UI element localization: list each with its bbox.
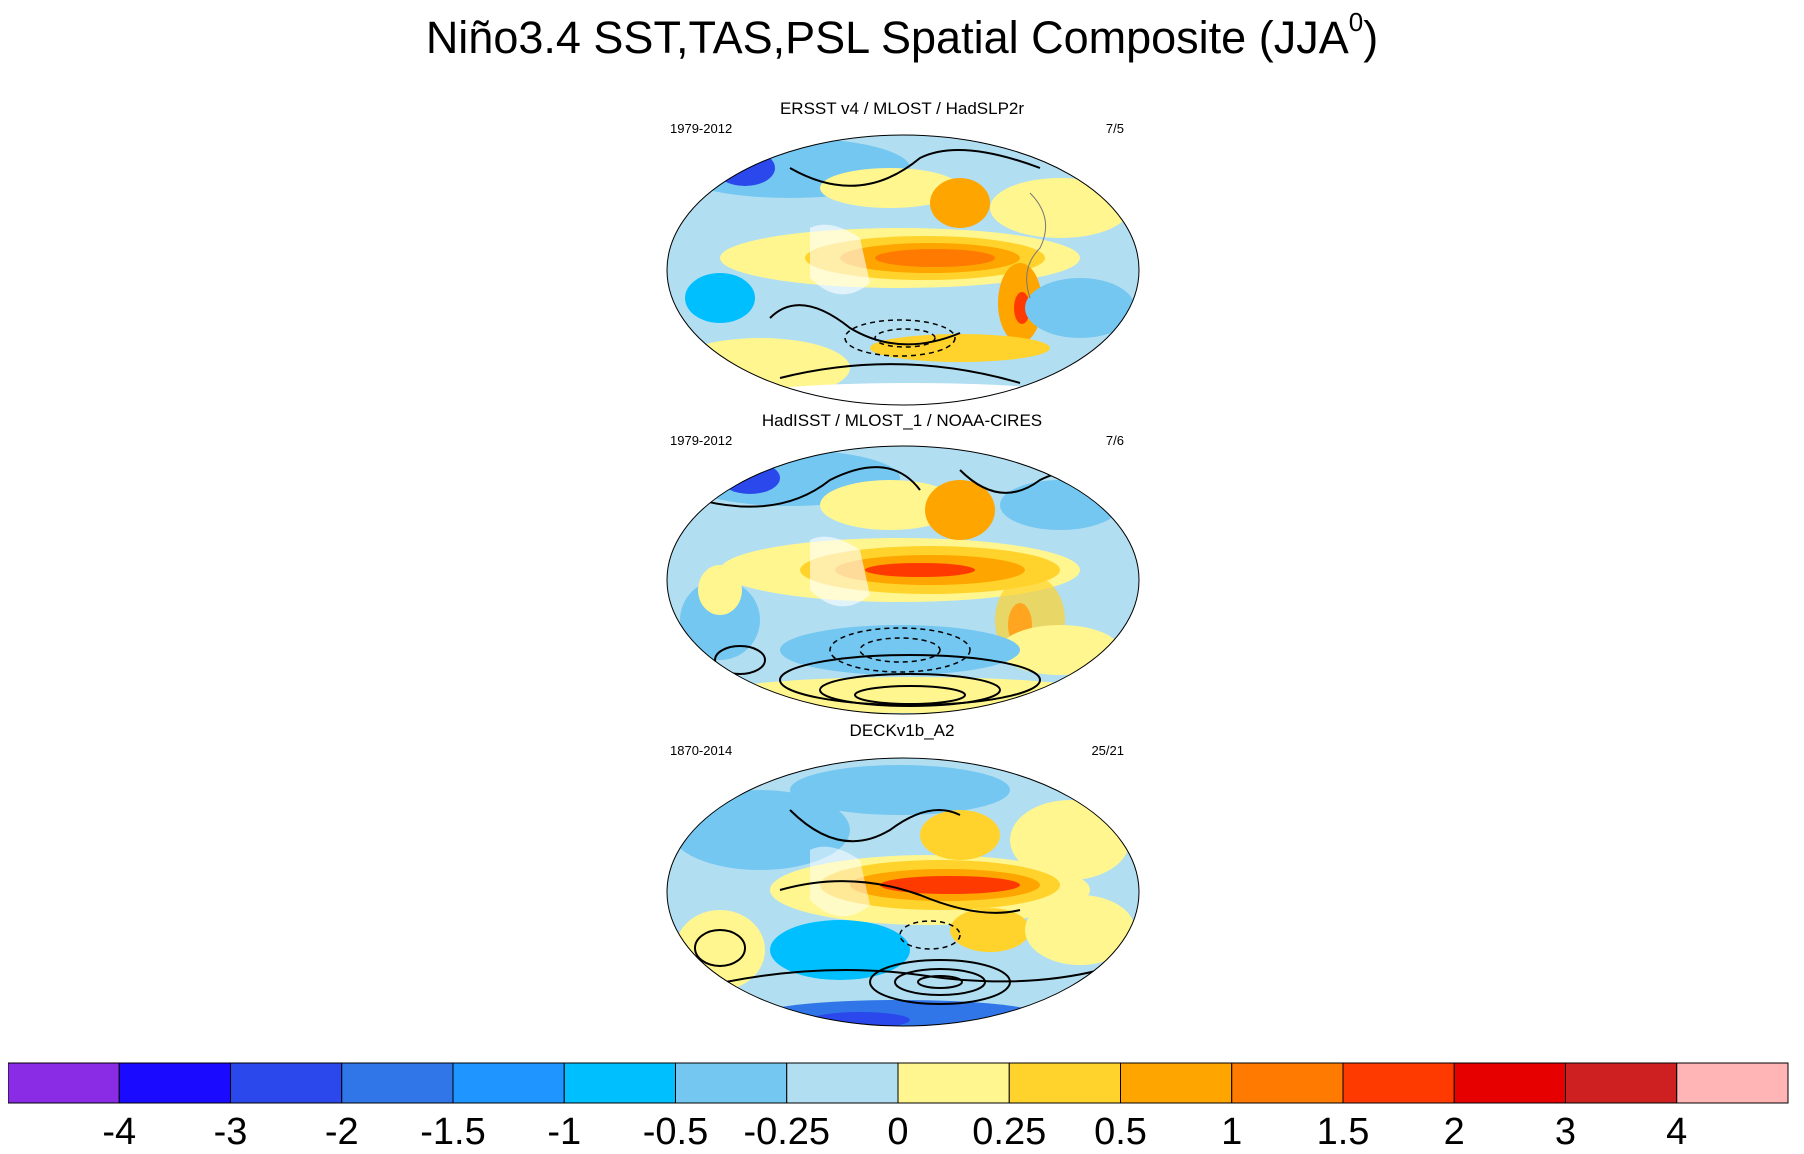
colorbar	[8, 1062, 1789, 1104]
colorbar-tick-label: 2	[1443, 1111, 1465, 1153]
colorbar-tick-label: -2	[324, 1111, 359, 1153]
panel-count: 7/6	[1105, 433, 1124, 448]
panel-period: 1870-2014	[670, 743, 733, 758]
globe-map-1	[666, 134, 1140, 406]
colorbar-swatch	[230, 1062, 343, 1104]
colorbar-swatch	[1120, 1062, 1233, 1104]
globe-map-3	[666, 757, 1140, 1027]
colorbar-swatch	[563, 1062, 676, 1104]
colorbar-tick-label: -1.5	[420, 1111, 486, 1153]
globe-map-2	[666, 445, 1140, 715]
panel-title: DECKv1b_A2	[849, 721, 955, 740]
colorbar-swatch	[786, 1062, 899, 1104]
colorbar-tick-label: 4	[1666, 1111, 1688, 1153]
colorbar-tick-label: 1.5	[1316, 1111, 1370, 1153]
map-panel-1: ERSST v4 / MLOST / HadSLP2r 1979-2012 7/…	[660, 98, 1144, 408]
colorbar-swatch	[675, 1062, 788, 1104]
colorbar-tick-label: -1	[547, 1111, 582, 1153]
colorbar-swatch	[1342, 1062, 1455, 1104]
colorbar-swatch	[897, 1062, 1010, 1104]
panel-count: 7/5	[1105, 121, 1124, 136]
panel-period: 1979-2012	[670, 121, 733, 136]
colorbar-tick-label: -0.5	[642, 1111, 709, 1153]
panel-title: ERSST v4 / MLOST / HadSLP2r	[779, 99, 1025, 118]
panel-title: HadISST / MLOST_1 / NOAA-CIRES	[761, 411, 1043, 430]
colorbar-tick-label: 3	[1554, 1111, 1577, 1153]
colorbar-tick-label: 1	[1221, 1111, 1243, 1153]
colorbar-swatch	[118, 1062, 231, 1104]
colorbar-swatch	[1231, 1062, 1344, 1104]
map-panel-3: DECKv1b_A2 1870-2014 25/21	[660, 720, 1144, 1040]
panel-count: 25/21	[1091, 743, 1124, 758]
colorbar-tick-label: -4	[102, 1111, 137, 1153]
colorbar-tick-label: 0	[887, 1111, 909, 1153]
colorbar-tick-label: 0.5	[1094, 1111, 1147, 1153]
colorbar-tick-label: -0.25	[743, 1111, 831, 1153]
colorbar-swatch	[1008, 1062, 1121, 1104]
colorbar-tick-label: -3	[213, 1111, 248, 1153]
colorbar-swatch	[8, 1062, 120, 1104]
colorbar-swatch	[1453, 1062, 1566, 1104]
colorbar-tick-label: 0.25	[972, 1111, 1047, 1153]
colorbar-swatch	[452, 1062, 565, 1104]
colorbar-swatch	[1565, 1062, 1678, 1104]
colorbar-swatch	[341, 1062, 454, 1104]
figure-title: Niño3.4 SST,TAS,PSL Spatial Composite (J…	[425, 7, 1379, 63]
panel-period: 1979-2012	[670, 433, 733, 448]
map-panel-2: HadISST / MLOST_1 / NOAA-CIRES 1979-2012…	[660, 410, 1144, 720]
colorbar-swatch	[1676, 1062, 1789, 1104]
